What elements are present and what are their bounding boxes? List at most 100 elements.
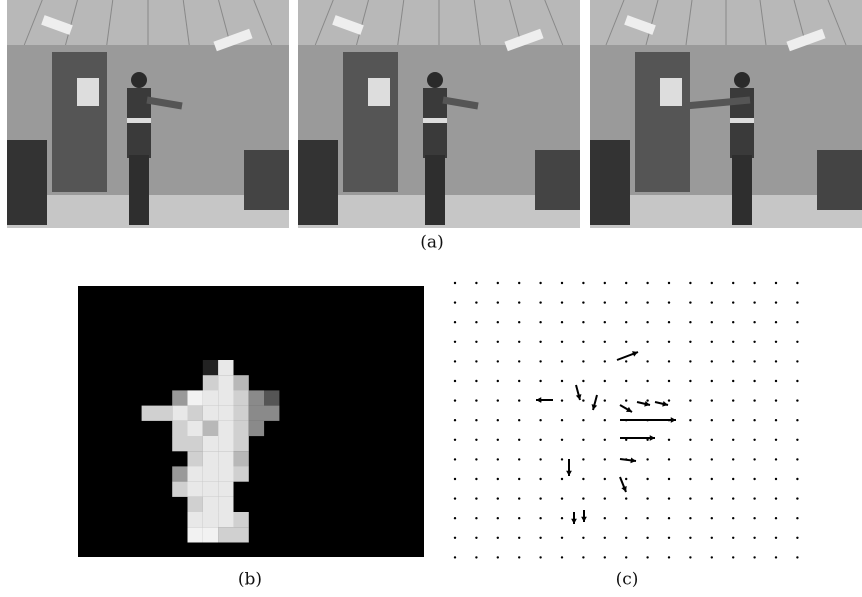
grid-dot: [539, 380, 541, 382]
block: [233, 375, 248, 390]
grid-dot: [561, 360, 563, 362]
grid-dot: [518, 399, 520, 401]
grid-dot: [775, 380, 777, 382]
grid-dot: [646, 537, 648, 539]
person-head: [131, 72, 147, 88]
grid-dot: [711, 282, 713, 284]
block: [203, 451, 218, 466]
grid-dot: [582, 301, 584, 303]
grid-dot: [753, 478, 755, 480]
block: [188, 512, 203, 527]
grid-dot: [689, 360, 691, 362]
block: [172, 421, 187, 436]
grid-dot: [711, 341, 713, 343]
grid-dot: [689, 321, 691, 323]
grid-dot: [646, 360, 648, 362]
grid-dot: [604, 537, 606, 539]
block: [233, 512, 248, 527]
grid-dot: [689, 517, 691, 519]
grid-dot: [796, 497, 798, 499]
grid-dot: [475, 458, 477, 460]
grid-dot: [561, 282, 563, 284]
block: [188, 451, 203, 466]
grid-dot: [689, 497, 691, 499]
grid-dot: [646, 380, 648, 382]
grid-dot: [475, 439, 477, 441]
grid-dot: [561, 380, 563, 382]
grid-dot: [753, 458, 755, 460]
grid-dot: [604, 478, 606, 480]
grid-dot: [625, 360, 627, 362]
block: [249, 390, 264, 405]
grid-dot: [561, 478, 563, 480]
grid-dot: [454, 556, 456, 558]
grid-dot: [497, 301, 499, 303]
grid-dot: [497, 380, 499, 382]
grid-dot: [539, 301, 541, 303]
grid-dot: [561, 321, 563, 323]
grid-dot: [582, 360, 584, 362]
block: [233, 451, 248, 466]
block: [249, 406, 264, 421]
grid-dot: [604, 341, 606, 343]
grid-dot: [732, 282, 734, 284]
grid-dot: [561, 556, 563, 558]
grid-dot: [711, 517, 713, 519]
grid-dot: [561, 517, 563, 519]
grid-dot: [668, 556, 670, 558]
grid-dot: [775, 301, 777, 303]
grid-dot: [646, 497, 648, 499]
grid-dot: [518, 419, 520, 421]
block: [218, 497, 233, 512]
grid-dot: [732, 380, 734, 382]
grid-dot: [775, 537, 777, 539]
grid-dot: [753, 439, 755, 441]
grid-dot: [625, 517, 627, 519]
block: [233, 466, 248, 481]
grid-dot: [775, 497, 777, 499]
arrow-head: [650, 435, 655, 441]
grid-dot: [646, 399, 648, 401]
grid-dot: [518, 341, 520, 343]
grid-dot: [668, 360, 670, 362]
door: [52, 52, 107, 192]
door: [635, 52, 690, 192]
block: [218, 451, 233, 466]
grid-dot: [454, 517, 456, 519]
grid-dot: [582, 556, 584, 558]
grid-dot: [604, 321, 606, 323]
grid-dot: [753, 556, 755, 558]
grid-dot: [475, 399, 477, 401]
vest-stripe: [730, 118, 754, 123]
grid-dot: [454, 478, 456, 480]
grid-dot: [518, 282, 520, 284]
grid-dot: [646, 301, 648, 303]
block: [203, 527, 218, 542]
block: [203, 421, 218, 436]
grid-dot: [732, 341, 734, 343]
grid-dot: [775, 360, 777, 362]
grid-dot: [625, 478, 627, 480]
grid-dot: [454, 439, 456, 441]
grid-dot: [753, 497, 755, 499]
grid-dot: [497, 360, 499, 362]
grid-dot: [518, 458, 520, 460]
grid-dot: [775, 478, 777, 480]
grid-dot: [561, 439, 563, 441]
grid-dot: [625, 556, 627, 558]
block: [188, 421, 203, 436]
grid-dot: [689, 282, 691, 284]
grid-dot: [711, 321, 713, 323]
caption: (c): [616, 570, 639, 590]
block: [203, 497, 218, 512]
grid-dot: [561, 399, 563, 401]
grid-dot: [732, 478, 734, 480]
grid-dot: [582, 380, 584, 382]
block: [203, 436, 218, 451]
grid-dot: [732, 458, 734, 460]
grid-dot: [475, 360, 477, 362]
block: [233, 436, 248, 451]
grid-dot: [539, 321, 541, 323]
grid-dot: [711, 380, 713, 382]
block: [218, 360, 233, 375]
